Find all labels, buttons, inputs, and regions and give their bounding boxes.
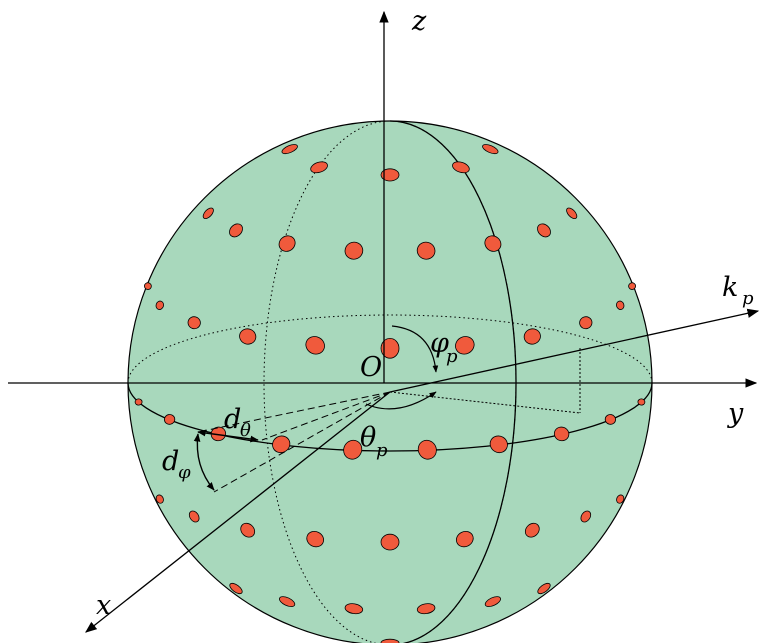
array-element	[164, 414, 176, 425]
sphere	[127, 120, 653, 643]
z-axis-label: z	[411, 6, 427, 37]
phi-arc	[391, 325, 439, 373]
array-element	[305, 336, 325, 355]
array-element	[344, 603, 364, 615]
array-element	[455, 336, 475, 355]
array-element	[343, 439, 363, 460]
kp-vector	[389, 308, 760, 393]
d-theta-label: d	[224, 404, 241, 435]
array-elements	[134, 144, 646, 643]
array-element	[524, 522, 540, 538]
array-element	[279, 596, 296, 607]
array-element	[482, 144, 499, 155]
array-element	[229, 582, 243, 595]
array-element	[523, 328, 541, 345]
array-element	[628, 282, 636, 290]
array-element	[566, 207, 578, 220]
d-phi-guide	[213, 391, 391, 493]
array-element	[202, 207, 214, 220]
equator-front	[127, 382, 653, 452]
array-element	[272, 435, 291, 454]
kp-label: k	[722, 272, 738, 303]
y-axis-label: y	[727, 398, 744, 429]
array-element	[188, 510, 200, 523]
d-theta-arc	[197, 429, 259, 443]
array-element	[604, 414, 616, 425]
d-phi-arc	[193, 433, 215, 491]
array-element	[144, 282, 152, 290]
array-element	[416, 241, 436, 260]
array-element	[239, 328, 257, 345]
array-element	[155, 300, 164, 310]
array-element	[455, 530, 474, 548]
array-element	[579, 316, 593, 330]
d-theta-subscript: θ	[240, 420, 251, 441]
array-element	[484, 235, 502, 252]
x-axis-label: x	[96, 590, 111, 621]
array-element	[278, 235, 296, 252]
array-element	[416, 603, 436, 615]
array-element	[380, 168, 400, 182]
array-element	[489, 435, 508, 454]
theta-subscript: p	[376, 440, 388, 461]
d-phi-subscript: φ	[178, 462, 191, 483]
array-element	[310, 161, 328, 174]
array-element	[281, 144, 298, 155]
array-element	[134, 398, 143, 406]
array-element	[240, 522, 256, 538]
array-element	[417, 439, 437, 460]
x-axis	[85, 391, 391, 633]
array-element	[537, 582, 551, 595]
array-element	[616, 494, 625, 504]
phi-subscript: p	[446, 346, 458, 367]
array-element	[155, 494, 164, 504]
theta-label: θ	[360, 422, 376, 453]
array-element	[452, 161, 470, 174]
array-element	[306, 530, 325, 548]
phi-label: φ	[430, 328, 449, 359]
array-element	[380, 337, 400, 359]
array-element	[380, 533, 400, 551]
array-element	[187, 316, 201, 330]
array-element	[553, 426, 570, 442]
array-element	[580, 510, 592, 523]
kp-subscript: p	[742, 288, 754, 309]
theta-arc	[365, 391, 437, 410]
d-theta-guide-2	[261, 391, 391, 441]
array-element	[344, 241, 364, 260]
array-element	[616, 300, 625, 310]
array-element	[484, 596, 501, 607]
d-phi-label: d	[162, 446, 179, 477]
array-element	[537, 223, 551, 238]
array-element	[229, 223, 243, 238]
array-element	[637, 398, 646, 406]
origin-label: O	[360, 352, 382, 383]
